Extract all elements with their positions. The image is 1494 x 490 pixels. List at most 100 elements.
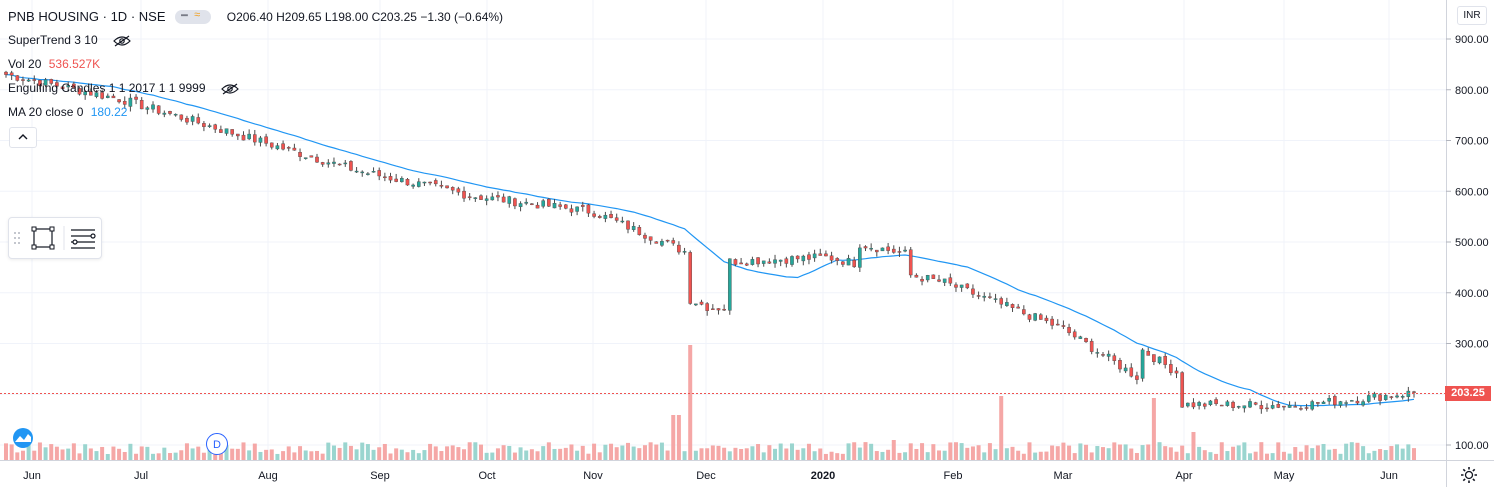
volume-bar <box>156 453 161 460</box>
time-tick-label: Aug <box>258 470 278 482</box>
candlesticks <box>4 70 1416 414</box>
candle-body <box>1044 317 1049 322</box>
candle-body <box>824 253 828 257</box>
volume-bar <box>1168 447 1173 460</box>
candle-body <box>1157 356 1162 364</box>
collapse-legend-button[interactable] <box>9 127 37 148</box>
candle-body <box>982 295 987 298</box>
candle-body <box>937 279 941 282</box>
price-tick-label: 700.00 <box>1455 136 1489 148</box>
lines-tool-icon[interactable] <box>71 229 96 249</box>
volume-bar <box>609 443 614 460</box>
candle-body <box>603 214 608 219</box>
candle-body <box>1248 401 1252 408</box>
volume-bar <box>592 443 597 460</box>
volume-bar <box>1123 444 1128 460</box>
candle-body <box>72 83 76 88</box>
volume-bar <box>416 453 421 460</box>
volume-bar <box>343 442 348 460</box>
candle-body <box>484 198 489 201</box>
volume-bar <box>405 452 410 460</box>
volume-bar <box>1067 445 1072 460</box>
volume-bar <box>1355 442 1360 460</box>
candle-body <box>648 236 653 241</box>
volume-bar <box>637 448 642 460</box>
volume-bar <box>563 447 568 460</box>
candle-body <box>162 112 167 115</box>
volume-bar <box>439 451 444 460</box>
volume-bar <box>473 442 478 460</box>
candle-body <box>151 104 155 110</box>
supertrend-label: SuperTrend 3 10 <box>8 33 98 47</box>
volume-bar <box>773 448 778 460</box>
candle-body <box>462 190 466 199</box>
candle-body <box>739 262 743 265</box>
drag-handle-icon[interactable] <box>14 232 20 244</box>
supertrend-legend[interactable]: SuperTrend 3 10 <box>8 33 131 47</box>
candle-body <box>298 152 302 157</box>
volume-bar <box>925 452 930 460</box>
candle-body <box>83 91 87 96</box>
volume-bar <box>1338 453 1343 460</box>
volume-bar <box>1021 453 1026 460</box>
candle-body <box>716 308 721 311</box>
candle-body <box>405 179 410 186</box>
symbol-name[interactable]: PNB HOUSING <box>8 9 100 24</box>
candle-body <box>1146 350 1151 356</box>
candle-body <box>439 185 444 187</box>
candle-body <box>547 198 551 207</box>
candle-body <box>1299 408 1303 410</box>
high-value: H209.65 <box>276 10 322 24</box>
volume-legend[interactable]: Vol 20 536.527K <box>8 57 100 71</box>
volume-bar <box>710 445 715 460</box>
candle-body <box>139 100 144 110</box>
candle-body <box>1265 407 1269 410</box>
volume-bar <box>394 448 399 460</box>
volume-bar <box>1344 443 1349 460</box>
dividend-marker[interactable]: D <box>206 433 228 455</box>
volume-bar <box>1089 452 1094 460</box>
volume-bar <box>1084 444 1089 460</box>
volume-bar <box>722 447 727 460</box>
candle-body <box>337 163 342 166</box>
candle-body <box>767 261 772 264</box>
candle-body <box>744 263 749 266</box>
tradingview-logo-icon[interactable] <box>8 427 38 449</box>
candle-body <box>756 257 760 265</box>
gear-icon[interactable] <box>1459 465 1479 485</box>
hidden-eye-icon[interactable] <box>113 35 131 47</box>
candle-body <box>445 185 449 189</box>
status-pill[interactable]: ━ ≈ <box>175 9 212 24</box>
rectangle-tool-icon[interactable] <box>31 226 55 250</box>
time-scale: Jun Jul Aug Sep Oct Nov Dec 2020 Feb Mar Apr May Jun <box>23 470 1398 482</box>
volume-bar <box>117 448 122 460</box>
candle-body <box>586 204 591 214</box>
interval[interactable]: 1D <box>110 9 128 24</box>
candle-body <box>1293 406 1298 408</box>
candle-body <box>1197 402 1201 406</box>
volume-bar <box>484 452 489 460</box>
candle-body <box>801 255 806 262</box>
volume-bar <box>597 452 602 460</box>
engulfing-legend[interactable]: Engulfing Candles 1 1 2017 1 1 9999 <box>8 81 239 95</box>
volume-bar <box>1016 450 1021 460</box>
candle-body <box>863 246 868 249</box>
candle-body <box>1055 323 1060 326</box>
volume-bar <box>365 444 370 460</box>
volume-bar <box>1395 444 1400 460</box>
volume-bar <box>852 442 857 460</box>
change-value: −1.30 (−0.64%) <box>420 10 504 24</box>
candle-body <box>858 247 862 268</box>
candle-body <box>1389 396 1394 398</box>
currency-button[interactable]: INR <box>1457 6 1487 25</box>
candle-body <box>456 188 461 193</box>
candle-body <box>1174 370 1179 374</box>
candle-body <box>185 117 189 123</box>
ma-legend[interactable]: MA 20 close 0 180.22 <box>8 105 127 119</box>
volume-bar <box>467 442 472 460</box>
volume-bar <box>360 442 365 460</box>
candle-body <box>1005 302 1009 306</box>
hidden-eye-icon[interactable] <box>220 83 239 95</box>
volume-bar <box>1163 446 1168 460</box>
